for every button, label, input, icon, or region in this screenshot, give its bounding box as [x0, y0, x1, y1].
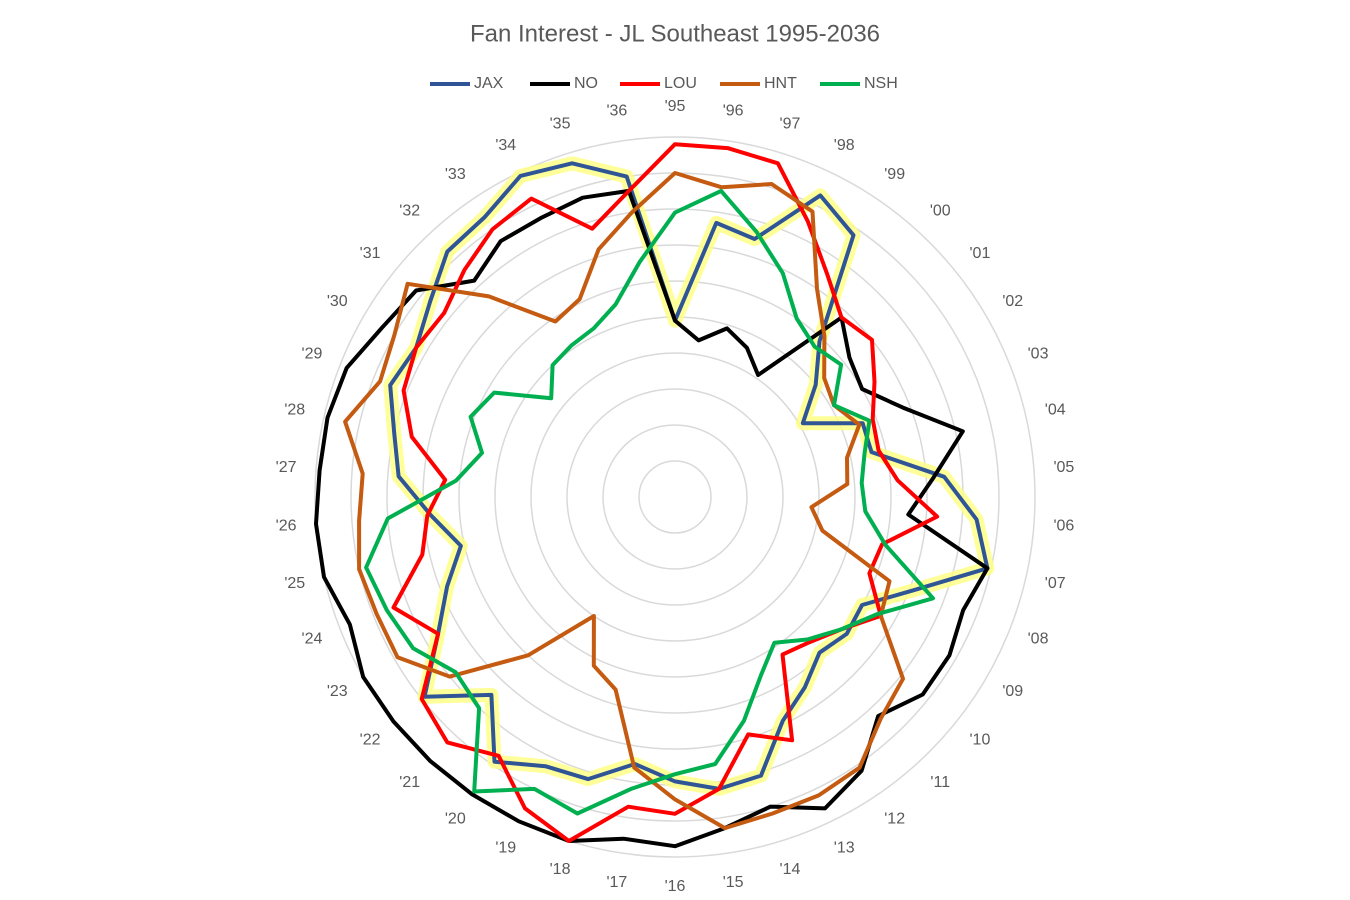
category-label: '28 — [284, 401, 305, 418]
category-label: '21 — [399, 774, 420, 791]
category-label: '20 — [445, 810, 466, 827]
category-label: '17 — [606, 874, 627, 891]
category-label: '22 — [360, 731, 381, 748]
category-label: '29 — [302, 346, 323, 363]
category-label: '35 — [550, 116, 571, 133]
category-label: '11 — [930, 774, 950, 791]
category-label: '32 — [399, 202, 420, 219]
grid-ring — [314, 136, 1036, 858]
category-label: '09 — [1002, 683, 1023, 700]
category-label: '34 — [495, 137, 516, 154]
series-line — [343, 171, 905, 831]
category-label: '18 — [550, 861, 571, 878]
category-label: '26 — [276, 517, 297, 534]
category-label: '07 — [1045, 575, 1066, 592]
category-label: '19 — [495, 840, 516, 857]
series-line — [364, 188, 935, 816]
category-label: '08 — [1028, 631, 1049, 648]
category-label: '97 — [780, 116, 801, 133]
category-label: '31 — [360, 245, 381, 262]
category-label: '12 — [884, 810, 905, 827]
grid-ring — [494, 316, 856, 678]
plot-area — [314, 142, 995, 849]
chart-title: Fan Interest - JL Southeast 1995-2036 — [470, 20, 880, 47]
category-label: '95 — [665, 98, 686, 115]
category-label: '16 — [665, 878, 686, 895]
category-label: '03 — [1028, 346, 1049, 363]
category-label: '33 — [445, 166, 466, 183]
category-label: '15 — [723, 874, 744, 891]
category-labels: '95 '96 '97 '98 '99 '00 '01 '02 '03 '04 '05 '06 '07 '… — [276, 98, 1075, 895]
category-label: '06 — [1053, 517, 1074, 534]
category-label: '14 — [780, 861, 801, 878]
category-label: '04 — [1045, 401, 1066, 418]
legend-label: JAX — [474, 75, 504, 92]
category-label: '99 — [884, 166, 905, 183]
series-line — [314, 188, 990, 849]
category-label: '36 — [606, 103, 627, 120]
category-label: '05 — [1053, 459, 1074, 476]
category-label: '01 — [969, 245, 990, 262]
legend: JAX NO LOU HNT NSH — [430, 75, 898, 92]
category-label: '24 — [302, 631, 323, 648]
category-label: '10 — [969, 731, 990, 748]
category-label: '27 — [276, 459, 297, 476]
category-label: '30 — [327, 293, 348, 310]
legend-label: LOU — [664, 75, 697, 92]
grid-ring — [530, 352, 820, 642]
legend-label: HNT — [764, 75, 797, 92]
category-label: '23 — [327, 683, 348, 700]
category-label: '13 — [834, 840, 855, 857]
category-label: '02 — [1002, 293, 1023, 310]
category-label: '25 — [284, 575, 305, 592]
series-line — [388, 161, 990, 791]
category-label: '00 — [930, 202, 951, 219]
grid-ring — [638, 460, 712, 534]
legend-label: NSH — [864, 75, 898, 92]
grid-ring — [458, 280, 892, 714]
grid-ring — [566, 388, 784, 606]
grid-ring — [602, 424, 748, 570]
category-label: '98 — [834, 137, 855, 154]
series-line — [391, 142, 940, 843]
category-label: '96 — [723, 103, 744, 120]
legend-label: NO — [574, 75, 598, 92]
